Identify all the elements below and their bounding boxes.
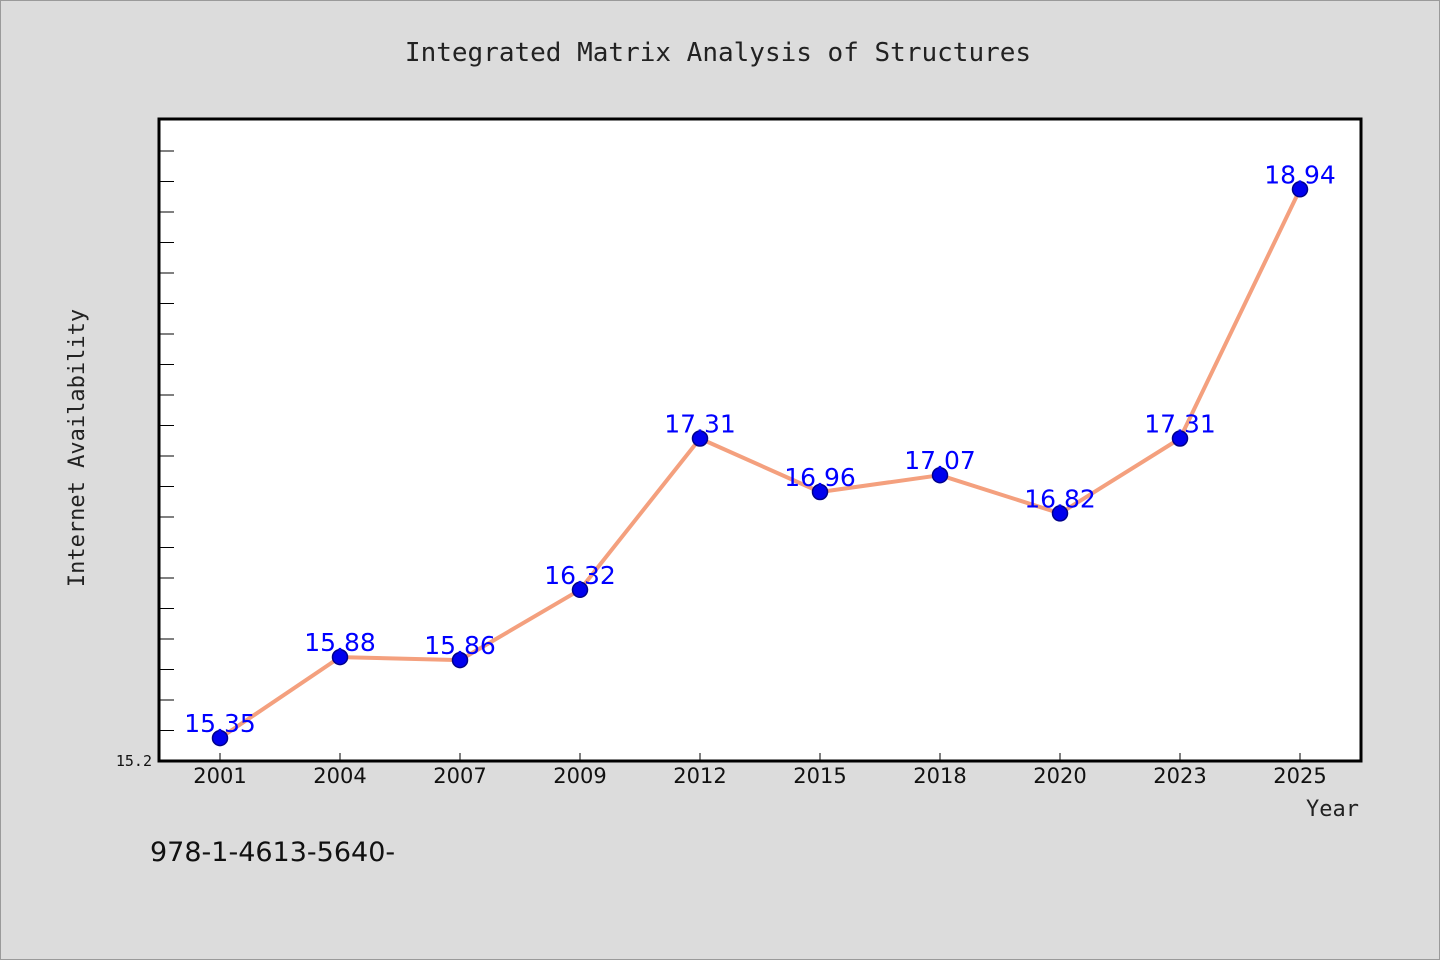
x-tick-label: 2004 bbox=[313, 764, 366, 788]
x-tick-label: 2020 bbox=[1033, 764, 1086, 788]
series-group: 15.35 15.88 15.86 16.32 17.31 16.96 17.07 16.82… bbox=[184, 160, 1336, 747]
data-point bbox=[1051, 505, 1069, 522]
x-tick-label: 2025 bbox=[1273, 764, 1326, 788]
chart-title: Integrated Matrix Analysis of Structures bbox=[405, 38, 1031, 68]
data-label: 17.31 bbox=[664, 410, 736, 439]
y-axis-label: Internet Availability bbox=[65, 309, 90, 587]
data-point bbox=[691, 430, 709, 447]
x-tick-label: 2007 bbox=[433, 764, 486, 788]
plot-area bbox=[157, 117, 1363, 763]
x-axis-label: Year bbox=[1306, 797, 1359, 822]
data-point bbox=[331, 648, 349, 666]
data-point bbox=[811, 483, 829, 501]
x-tick-label: 2009 bbox=[553, 764, 606, 788]
data-label: 15.35 bbox=[184, 709, 256, 738]
isbn-footer: 978-1-4613-5640- bbox=[150, 837, 395, 868]
data-point bbox=[571, 581, 589, 599]
data-point bbox=[451, 651, 469, 669]
data-label: 17.31 bbox=[1144, 410, 1216, 439]
data-label: 17.07 bbox=[904, 446, 976, 475]
series-line bbox=[218, 188, 1302, 740]
x-tick-label: 2023 bbox=[1153, 764, 1206, 788]
data-point bbox=[931, 466, 949, 484]
data-label: 16.96 bbox=[784, 463, 856, 492]
data-label: 18.94 bbox=[1264, 160, 1336, 189]
data-point bbox=[1171, 430, 1189, 447]
x-tick-label: 2001 bbox=[193, 764, 246, 788]
x-tick-label: 2012 bbox=[673, 764, 726, 788]
y-minor-ticks bbox=[159, 150, 174, 731]
data-point bbox=[211, 729, 229, 747]
x-tick-label: 2018 bbox=[913, 764, 966, 788]
data-point bbox=[1291, 181, 1309, 198]
y-tick-label: 15.2 bbox=[116, 752, 152, 770]
data-label: 16.32 bbox=[544, 561, 616, 590]
x-axis-ticks: 2001 2004 2007 2009 2012 2015 2018 2020 2023 2025 bbox=[193, 753, 1327, 788]
data-label: 15.86 bbox=[424, 631, 496, 660]
x-tick-label: 2015 bbox=[793, 764, 846, 788]
data-label: 16.82 bbox=[1024, 484, 1096, 513]
data-label: 15.88 bbox=[304, 628, 376, 657]
